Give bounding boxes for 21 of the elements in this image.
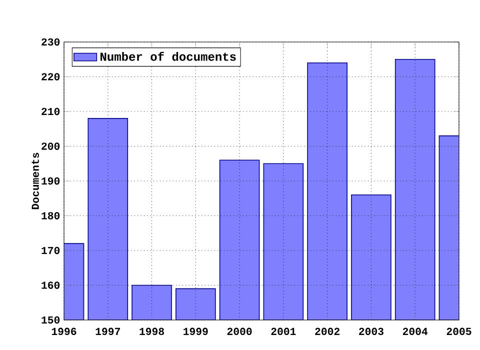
x-tick-label: 2000 [227,328,252,336]
y-tick-label: 220 [42,73,60,80]
x-tick-label: 2003 [359,328,384,336]
x-tick-label: 2005 [446,328,472,336]
y-tick-label: 160 [42,282,60,289]
x-tick-label: 1999 [184,328,208,336]
y-tick-label: 190 [42,177,60,185]
x-tick-label: 1997 [96,328,120,336]
y-tick-label: 200 [42,142,60,150]
y-tick-label: 150 [42,316,60,324]
y-tick-label: 230 [42,38,60,46]
x-tick-label: 1998 [140,328,164,336]
y-tick-label: 210 [42,108,60,116]
y-axis-title: Documents [32,152,39,210]
x-tick-label: 2002 [315,328,340,336]
x-tick-label: 2004 [402,328,428,336]
x-tick-label: 1996 [52,328,76,336]
y-tick-label: 180 [42,212,60,220]
x-tick-label: 2001 [271,328,296,336]
y-tick-label: 170 [42,246,60,254]
legend-label: Number of documents [100,52,236,61]
